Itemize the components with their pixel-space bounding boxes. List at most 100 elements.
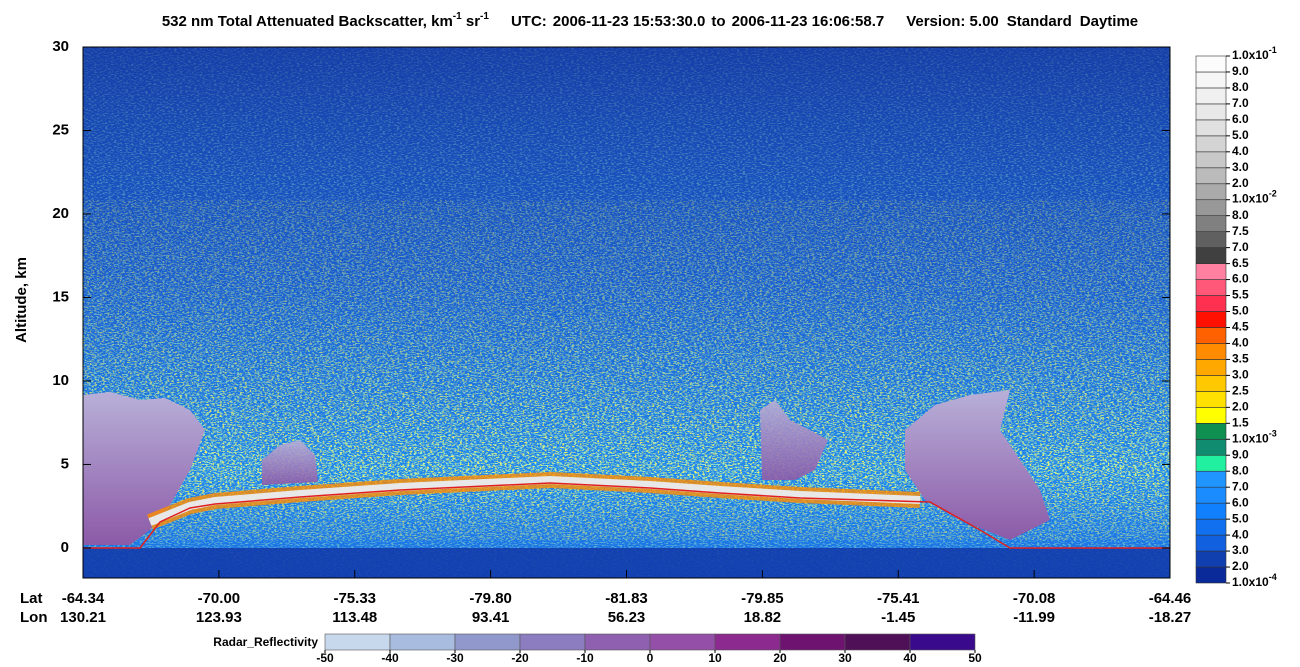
- colorbar-swatch: [1195, 135, 1227, 153]
- colorbar-label: 7.0: [1232, 96, 1249, 110]
- lat-tick-label: -81.83: [605, 590, 648, 607]
- colorbar-label: 1.0x10-4: [1232, 572, 1277, 589]
- colorbar-label: 6.0: [1232, 112, 1249, 126]
- colorbar-label: 2.0: [1232, 559, 1249, 573]
- end-time: 2006-11-23 16:06:58.7: [732, 13, 885, 30]
- colorbar-label: 4.0: [1232, 336, 1249, 350]
- cloud: [905, 390, 1050, 540]
- colorbar-swatch: [1195, 279, 1227, 296]
- radar-tick-label: 40: [903, 651, 917, 665]
- y-tick-label: 5: [61, 455, 69, 472]
- colorbar-swatch: [1195, 55, 1227, 73]
- radar-tick-label: 30: [838, 651, 852, 665]
- radar-swatch: [519, 633, 586, 651]
- cloud: [760, 400, 828, 480]
- title-text: sr: [462, 13, 481, 30]
- colorbar-label: 7.0: [1232, 479, 1249, 493]
- radar-swatch: [454, 633, 521, 651]
- y-tick-label: 20: [52, 205, 69, 222]
- y-tick-label: 30: [52, 38, 69, 55]
- lat-tick-label: -64.46: [1149, 590, 1192, 607]
- y-tick-label: 10: [52, 372, 69, 389]
- colorbar-label: 1.0x10-1: [1232, 45, 1277, 62]
- y-axis-label: Altitude, km: [13, 257, 30, 343]
- lon-tick-label: 93.41: [472, 609, 510, 626]
- colorbar-swatch: [1195, 295, 1227, 312]
- colorbar-swatch: [1195, 199, 1227, 216]
- colorbar-label-exp: -3: [1269, 429, 1277, 439]
- lon-tick-label: 123.93: [196, 609, 242, 626]
- chart-title: 532 nm Total Attenuated Backscatter, km-…: [162, 11, 1138, 30]
- radar-tick-label: -10: [576, 651, 594, 665]
- colorbar-swatch: [1195, 454, 1227, 472]
- radar-swatch: [649, 633, 716, 651]
- radar-tick-label: -20: [511, 651, 529, 665]
- colorbar-label: 5.0: [1232, 511, 1249, 525]
- version: Version: 5.00: [906, 13, 999, 30]
- colorbar-label: 4.5: [1232, 320, 1249, 334]
- colorbar-label: 2.0: [1232, 176, 1249, 190]
- lon-tick-label: 56.23: [608, 609, 646, 626]
- colorbar-swatch: [1195, 534, 1227, 552]
- colorbar-swatch: [1195, 167, 1227, 185]
- lon-tick-label: 130.21: [60, 609, 106, 626]
- title-text: 532 nm Total Attenuated Backscatter, km: [162, 13, 453, 30]
- colorbar-label: 5.5: [1232, 288, 1249, 302]
- colorbar-label: 9.0: [1232, 64, 1249, 78]
- colorbar-swatch: [1195, 151, 1227, 169]
- colorbar-swatch: [1195, 407, 1227, 424]
- colorbar-label: 5.0: [1232, 304, 1249, 318]
- colorbar-swatch: [1195, 391, 1227, 408]
- colorbar-label: 2.0: [1232, 400, 1249, 414]
- colorbar-label: 3.0: [1232, 543, 1249, 557]
- radar-tick-label: 20: [773, 651, 787, 665]
- colorbar-swatch: [1195, 502, 1227, 520]
- lat-tick-label: -75.33: [333, 590, 376, 607]
- radar-tick-label: 0: [647, 651, 654, 665]
- lon-tick-label: -11.99: [1013, 609, 1055, 626]
- start-time: 2006-11-23 15:53:30.0: [553, 13, 706, 30]
- colorbar-swatch: [1195, 231, 1227, 248]
- radar-tick-label: 50: [968, 651, 982, 665]
- colorbar-swatch: [1195, 263, 1227, 280]
- lat-tick-label: -79.80: [469, 590, 512, 607]
- utc-label: UTC:: [511, 13, 547, 30]
- radar-swatch: [584, 633, 651, 651]
- colorbar-label-exp: -1: [1269, 45, 1277, 55]
- colorbar-swatch: [1195, 518, 1227, 536]
- lon-tick-label: 18.82: [744, 609, 782, 626]
- radar-tick-label: -40: [381, 651, 399, 665]
- colorbar-swatch: [1195, 470, 1227, 488]
- colorbar-swatch: [1195, 359, 1227, 376]
- y-tick-label: 25: [52, 121, 69, 138]
- colorbar-swatch: [1195, 215, 1227, 232]
- plot-area: [82, 46, 1171, 579]
- colorbar-swatch: [1195, 375, 1227, 392]
- colorbar-label: 6.0: [1232, 272, 1249, 286]
- colorbar-label: 7.5: [1232, 224, 1249, 238]
- colorbar-label-exp: -4: [1269, 572, 1277, 582]
- colorbar-label: 3.0: [1232, 368, 1249, 382]
- colorbar-label: 7.0: [1232, 240, 1249, 254]
- colorbar-label: 6.5: [1232, 256, 1249, 270]
- cloud: [83, 392, 205, 545]
- radar-label: Radar_Reflectivity: [213, 635, 318, 649]
- colorbar-swatch: [1195, 87, 1227, 105]
- colorbar-label: 4.0: [1232, 527, 1249, 541]
- title-superscript: -1: [453, 11, 462, 22]
- colorbar-label: 8.0: [1232, 80, 1249, 94]
- to-label: to: [711, 13, 725, 30]
- title-superscript: -1: [480, 11, 489, 22]
- radar-tick-label: 10: [708, 651, 722, 665]
- radar-swatch: [909, 633, 976, 651]
- lon-tick-label: -18.27: [1149, 609, 1192, 626]
- colorbar-label: 1.5: [1232, 415, 1249, 429]
- colorbar-swatch: [1195, 566, 1227, 584]
- colorbar-label-base: 1.0x10: [1232, 575, 1269, 589]
- colorbar-label-base: 1.0x10: [1232, 192, 1269, 206]
- colorbar-swatch: [1195, 343, 1227, 360]
- y-tick-label: 15: [52, 288, 69, 305]
- colorbar-swatch: [1195, 311, 1227, 328]
- radar-swatch: [779, 633, 846, 651]
